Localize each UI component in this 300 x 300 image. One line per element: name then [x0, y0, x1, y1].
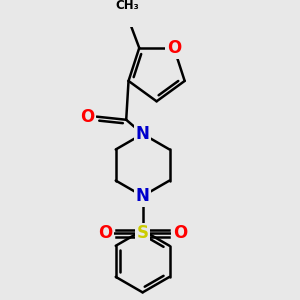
Text: CH₃: CH₃: [115, 0, 139, 12]
Text: N: N: [136, 125, 150, 143]
Text: S: S: [136, 224, 148, 242]
Text: N: N: [136, 187, 150, 205]
Text: O: O: [80, 108, 94, 126]
Text: O: O: [173, 224, 187, 242]
Text: O: O: [167, 39, 181, 57]
Text: O: O: [98, 224, 112, 242]
